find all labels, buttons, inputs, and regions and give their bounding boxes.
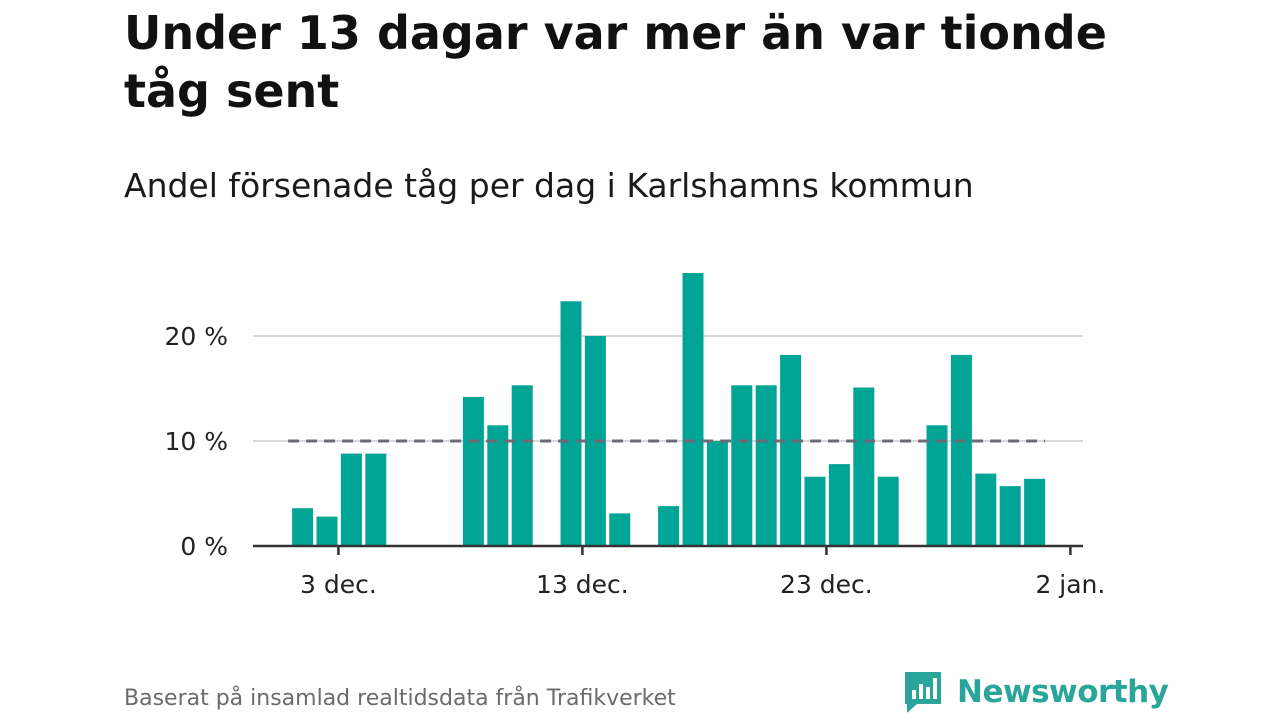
x-tick-label: 13 dec.: [536, 570, 629, 599]
bar: [731, 385, 753, 546]
bar: [755, 385, 777, 546]
y-axis-labels: 0 % 10 % 20 %: [164, 322, 228, 561]
bar: [926, 425, 948, 547]
bar: [853, 387, 875, 546]
chart-title: Under 13 dagar var mer än var tionde tåg…: [124, 6, 1107, 118]
bar: [1024, 478, 1046, 546]
bar: [975, 473, 997, 547]
x-tick-label: 2 jan.: [1035, 570, 1105, 599]
bars: [292, 273, 1046, 547]
x-tick-label: 23 dec.: [780, 570, 873, 599]
y-tick-label: 10 %: [164, 427, 228, 456]
bar: [828, 464, 850, 546]
source-note: Baserat på insamlad realtidsdata från Tr…: [124, 686, 676, 711]
bar: [316, 516, 338, 546]
bar: [462, 396, 484, 546]
bar: [365, 453, 387, 546]
bar: [682, 273, 704, 546]
bar: [804, 476, 826, 546]
bar: [560, 301, 582, 546]
newsworthy-logo-icon: [905, 672, 941, 713]
bar: [780, 354, 802, 546]
bar: [999, 486, 1021, 546]
brand-name: Newsworthy: [957, 674, 1169, 710]
bar: [292, 508, 314, 546]
bar-chart: 3 dec. 13 dec. 23 dec. 2 jan. 0 % 10 % 20 %: [164, 273, 1105, 599]
bar: [658, 506, 680, 546]
y-tick-label: 20 %: [164, 322, 228, 351]
x-tick-label: 3 dec.: [300, 570, 377, 599]
bar: [511, 385, 533, 546]
chart-subtitle: Andel försenade tåg per dag i Karlshamns…: [124, 166, 974, 205]
bar: [609, 513, 631, 546]
bar: [706, 441, 728, 546]
y-tick-label: 0 %: [180, 532, 228, 561]
bar: [487, 425, 509, 547]
bar: [950, 354, 972, 546]
x-axis: 3 dec. 13 dec. 23 dec. 2 jan.: [253, 544, 1105, 599]
brand-logo[interactable]: Newsworthy: [903, 668, 1169, 716]
bar: [877, 476, 899, 546]
bar: [340, 453, 362, 546]
